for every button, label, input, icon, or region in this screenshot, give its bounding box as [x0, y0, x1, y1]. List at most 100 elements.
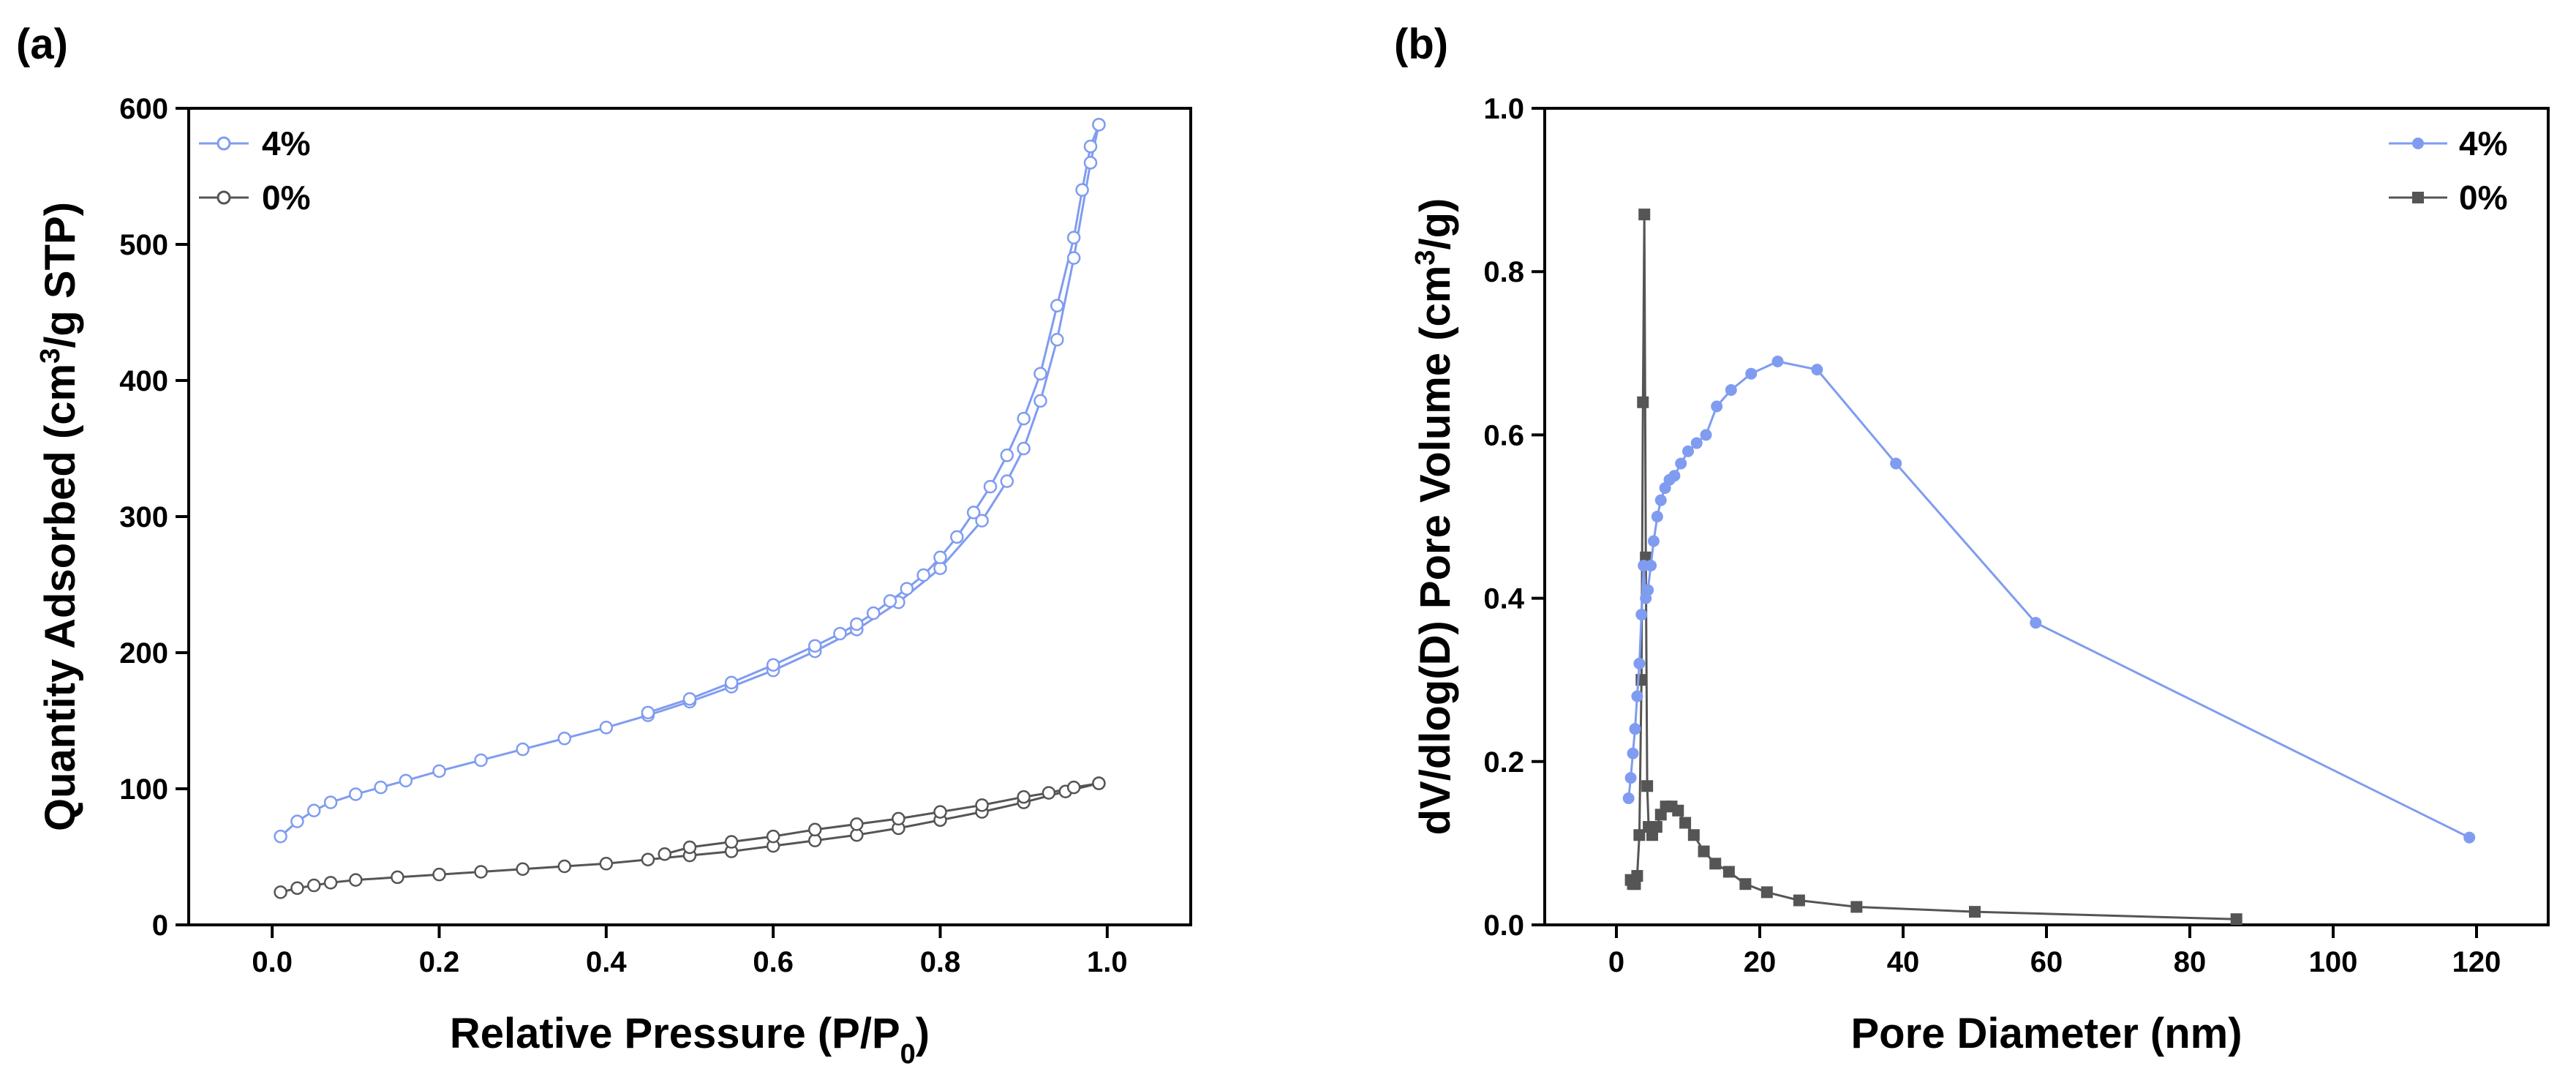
series-0pct-desorption-point — [766, 829, 780, 844]
series-4pct-adsorption-point — [1000, 474, 1014, 488]
series-4pct-desorption-point — [682, 691, 697, 706]
y-tick-label: 0.4 — [1483, 583, 1524, 615]
legend-0pct-label: 0% — [262, 179, 310, 217]
series-4pct-point — [1771, 355, 1784, 367]
series-4pct-adsorption-point — [1066, 251, 1081, 265]
series-4pct-point — [1700, 429, 1712, 441]
x-tick-label: 0.8 — [920, 946, 961, 978]
series-4pct-adsorption-point — [975, 514, 989, 528]
y-tick-label: 0.8 — [1483, 256, 1524, 288]
series-0pct-point — [2230, 913, 2242, 926]
panel-a-label: (a) — [16, 20, 68, 68]
legend-0pct-marker — [2412, 192, 2424, 203]
y-tick-label: 100 — [119, 773, 168, 806]
series-0pct-point — [1969, 906, 1981, 918]
series-0pct-point — [1850, 901, 1863, 913]
y-tick-label: 0 — [152, 910, 168, 942]
series-0pct-adsorption-point — [641, 852, 655, 866]
series-0pct-point — [1637, 396, 1649, 408]
series-4pct-adsorption-point — [349, 787, 363, 801]
y-tick-label: 600 — [119, 93, 168, 125]
x-tick-label: 0.4 — [586, 946, 627, 978]
series-4pct-adsorption-line — [279, 124, 1100, 838]
series-4pct-desorption-point — [808, 639, 822, 653]
legend-0pct-marker — [216, 190, 231, 205]
series-4pct-adsorption-point — [432, 764, 446, 779]
series-4pct-adsorption-point — [1017, 441, 1031, 456]
series-4pct-point — [1629, 723, 1641, 735]
series-4pct-desorption-point — [1066, 230, 1081, 244]
series-4pct-desorption-point — [1050, 299, 1064, 312]
series-4pct-point — [1642, 584, 1654, 596]
series-4pct-point — [1635, 608, 1648, 620]
series-4pct-desorption-point — [641, 705, 655, 720]
series-4pct-desorption-point — [1083, 139, 1098, 154]
panel-a-series — [274, 118, 1106, 899]
series-0pct-desorption-point — [933, 805, 947, 819]
y-tick-label: 0.0 — [1483, 910, 1524, 942]
series-4pct-adsorption-point — [1050, 332, 1064, 347]
series-0pct-desorption-point — [1017, 790, 1031, 804]
series-4pct-point — [1631, 690, 1643, 702]
series-4pct-point — [1682, 445, 1694, 457]
series-4pct-adsorption-point — [1083, 156, 1098, 170]
series-4pct-desorption-point — [900, 582, 914, 596]
series-4pct-point — [1651, 511, 1663, 522]
series-0pct-point — [1709, 858, 1722, 870]
series-0pct-desorption-point — [808, 822, 822, 837]
series-4pct-point — [1711, 400, 1723, 413]
series-4pct-desorption-point — [866, 606, 881, 620]
series-0pct-adsorption-point — [323, 876, 338, 890]
series-4pct-point — [1633, 657, 1646, 670]
series-0pct-point — [1722, 866, 1735, 878]
legend-4pct-marker — [216, 136, 231, 151]
series-4pct-adsorption-point — [516, 742, 530, 757]
series-0pct-point — [1633, 829, 1646, 841]
series-4pct-adsorption-point — [374, 780, 388, 795]
series-4pct-point — [2030, 617, 2042, 629]
series-0pct-point — [1739, 878, 1752, 890]
series-4pct-point — [1645, 559, 1657, 571]
panel-b-label: (b) — [1394, 20, 1448, 68]
series-4pct-desorption-point — [916, 568, 930, 582]
panel-b-y-axis: 0.0 0.2 0.4 0.6 0.8 1.0 — [1483, 93, 1545, 942]
series-4pct-desorption-point — [883, 594, 897, 608]
x-tick-label: 1.0 — [1087, 946, 1128, 978]
series-0pct-adsorption-point — [808, 833, 822, 847]
series-0pct-adsorption-point — [432, 867, 446, 882]
series-0pct-point — [1679, 817, 1692, 829]
series-0pct-adsorption-point — [474, 865, 488, 879]
series-0pct-adsorption-point — [274, 885, 287, 899]
panel-b-x-axis-title: Pore Diameter (nm) — [1850, 1010, 2242, 1057]
series-4pct-point — [1668, 470, 1681, 482]
y-tick-label: 500 — [119, 229, 168, 261]
series-0pct-point — [1698, 845, 1710, 858]
series-4pct-desorption-point — [966, 506, 981, 520]
series-0pct-adsorption-point — [290, 881, 304, 896]
series-4pct-point — [1690, 437, 1703, 449]
panel-a-legend: 4% 0% — [199, 124, 310, 217]
y-tick-label: 0.2 — [1483, 746, 1524, 779]
x-tick-label: 100 — [2309, 946, 2358, 978]
series-4pct-adsorption-point — [933, 561, 947, 575]
series-4pct-point — [1647, 535, 1660, 547]
y-tick-label: 400 — [119, 365, 168, 397]
panel-b-y-axis-title: dV/dlog(D) Pore Volume (cm3/g) — [1410, 198, 1459, 836]
legend-4pct-label: 4% — [2459, 124, 2507, 162]
x-tick-label: 0 — [1608, 946, 1624, 978]
panel-a-y-axis-title: Quantity Adsorbed (cm3/g STP) — [35, 202, 84, 831]
series-4pct-adsorption-point — [399, 773, 413, 788]
panel-a: (a) 0.0 0.2 0.4 0.6 0.8 1.0 0 100 200 300 400 500 6… — [16, 20, 1192, 1070]
series-0pct-desorption-point — [724, 835, 739, 849]
series-4pct-point — [1890, 457, 1902, 470]
series-0pct-point — [1760, 886, 1773, 899]
panel-a-x-axis: 0.0 0.2 0.4 0.6 0.8 1.0 — [252, 925, 1128, 978]
series-0pct-desorption-point — [1042, 786, 1056, 800]
x-tick-label: 0.0 — [252, 946, 293, 978]
panel-b-x-axis: 0 20 40 60 80 100 120 — [1608, 925, 2501, 978]
series-0pct-adsorption-point — [391, 870, 404, 885]
series-0pct-desorption-point — [1066, 780, 1081, 795]
panel-b-series — [1622, 209, 2476, 926]
series-4pct-desorption-line — [647, 124, 1100, 714]
series-0pct-point — [1687, 829, 1700, 841]
